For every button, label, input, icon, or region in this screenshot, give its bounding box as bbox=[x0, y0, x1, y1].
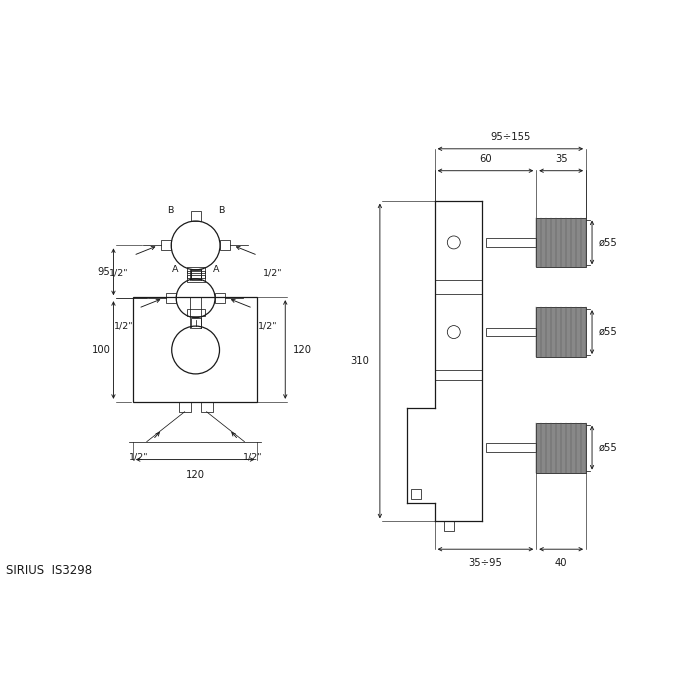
Text: 100: 100 bbox=[92, 345, 111, 355]
Bar bbox=[536, 307, 586, 357]
Bar bbox=[411, 489, 421, 499]
Bar bbox=[190, 211, 201, 221]
Text: 40: 40 bbox=[555, 558, 568, 568]
Text: B: B bbox=[218, 206, 225, 215]
Text: 1/2": 1/2" bbox=[243, 453, 262, 461]
Bar bbox=[190, 269, 201, 279]
Text: ø55: ø55 bbox=[599, 327, 618, 337]
Bar bbox=[178, 402, 190, 412]
Bar bbox=[133, 298, 258, 402]
Text: SIRIUS  IS3298: SIRIUS IS3298 bbox=[6, 564, 92, 577]
Bar bbox=[190, 318, 201, 328]
Text: 1/2": 1/2" bbox=[108, 268, 128, 277]
Text: 120: 120 bbox=[186, 470, 204, 480]
Text: 1/2": 1/2" bbox=[129, 453, 148, 461]
Text: 60: 60 bbox=[479, 154, 492, 164]
Bar bbox=[486, 328, 536, 336]
Bar bbox=[220, 240, 230, 251]
Bar bbox=[187, 267, 204, 273]
Bar bbox=[187, 271, 204, 278]
Text: 95÷155: 95÷155 bbox=[490, 132, 531, 142]
Bar bbox=[201, 402, 213, 412]
Bar bbox=[190, 270, 201, 280]
Bar bbox=[187, 276, 204, 282]
Bar bbox=[486, 443, 536, 452]
Bar bbox=[161, 240, 172, 251]
Bar bbox=[486, 238, 536, 246]
Text: 1/2": 1/2" bbox=[113, 321, 133, 330]
Bar bbox=[187, 309, 204, 316]
Text: B: B bbox=[167, 206, 173, 215]
Bar bbox=[166, 293, 176, 303]
Text: 35: 35 bbox=[555, 154, 568, 164]
Text: 95: 95 bbox=[97, 267, 110, 276]
Bar bbox=[536, 423, 586, 473]
Bar bbox=[444, 522, 454, 531]
Text: A: A bbox=[172, 265, 178, 274]
Bar bbox=[536, 218, 586, 267]
Text: 1/2": 1/2" bbox=[263, 268, 283, 277]
Text: 1/2": 1/2" bbox=[258, 321, 278, 330]
Text: 35÷95: 35÷95 bbox=[468, 558, 503, 568]
Bar bbox=[215, 293, 225, 303]
Text: A: A bbox=[213, 265, 220, 274]
Text: ø55: ø55 bbox=[599, 442, 618, 453]
Text: ø55: ø55 bbox=[599, 237, 618, 247]
Text: 310: 310 bbox=[350, 356, 369, 366]
Text: 120: 120 bbox=[293, 344, 312, 354]
